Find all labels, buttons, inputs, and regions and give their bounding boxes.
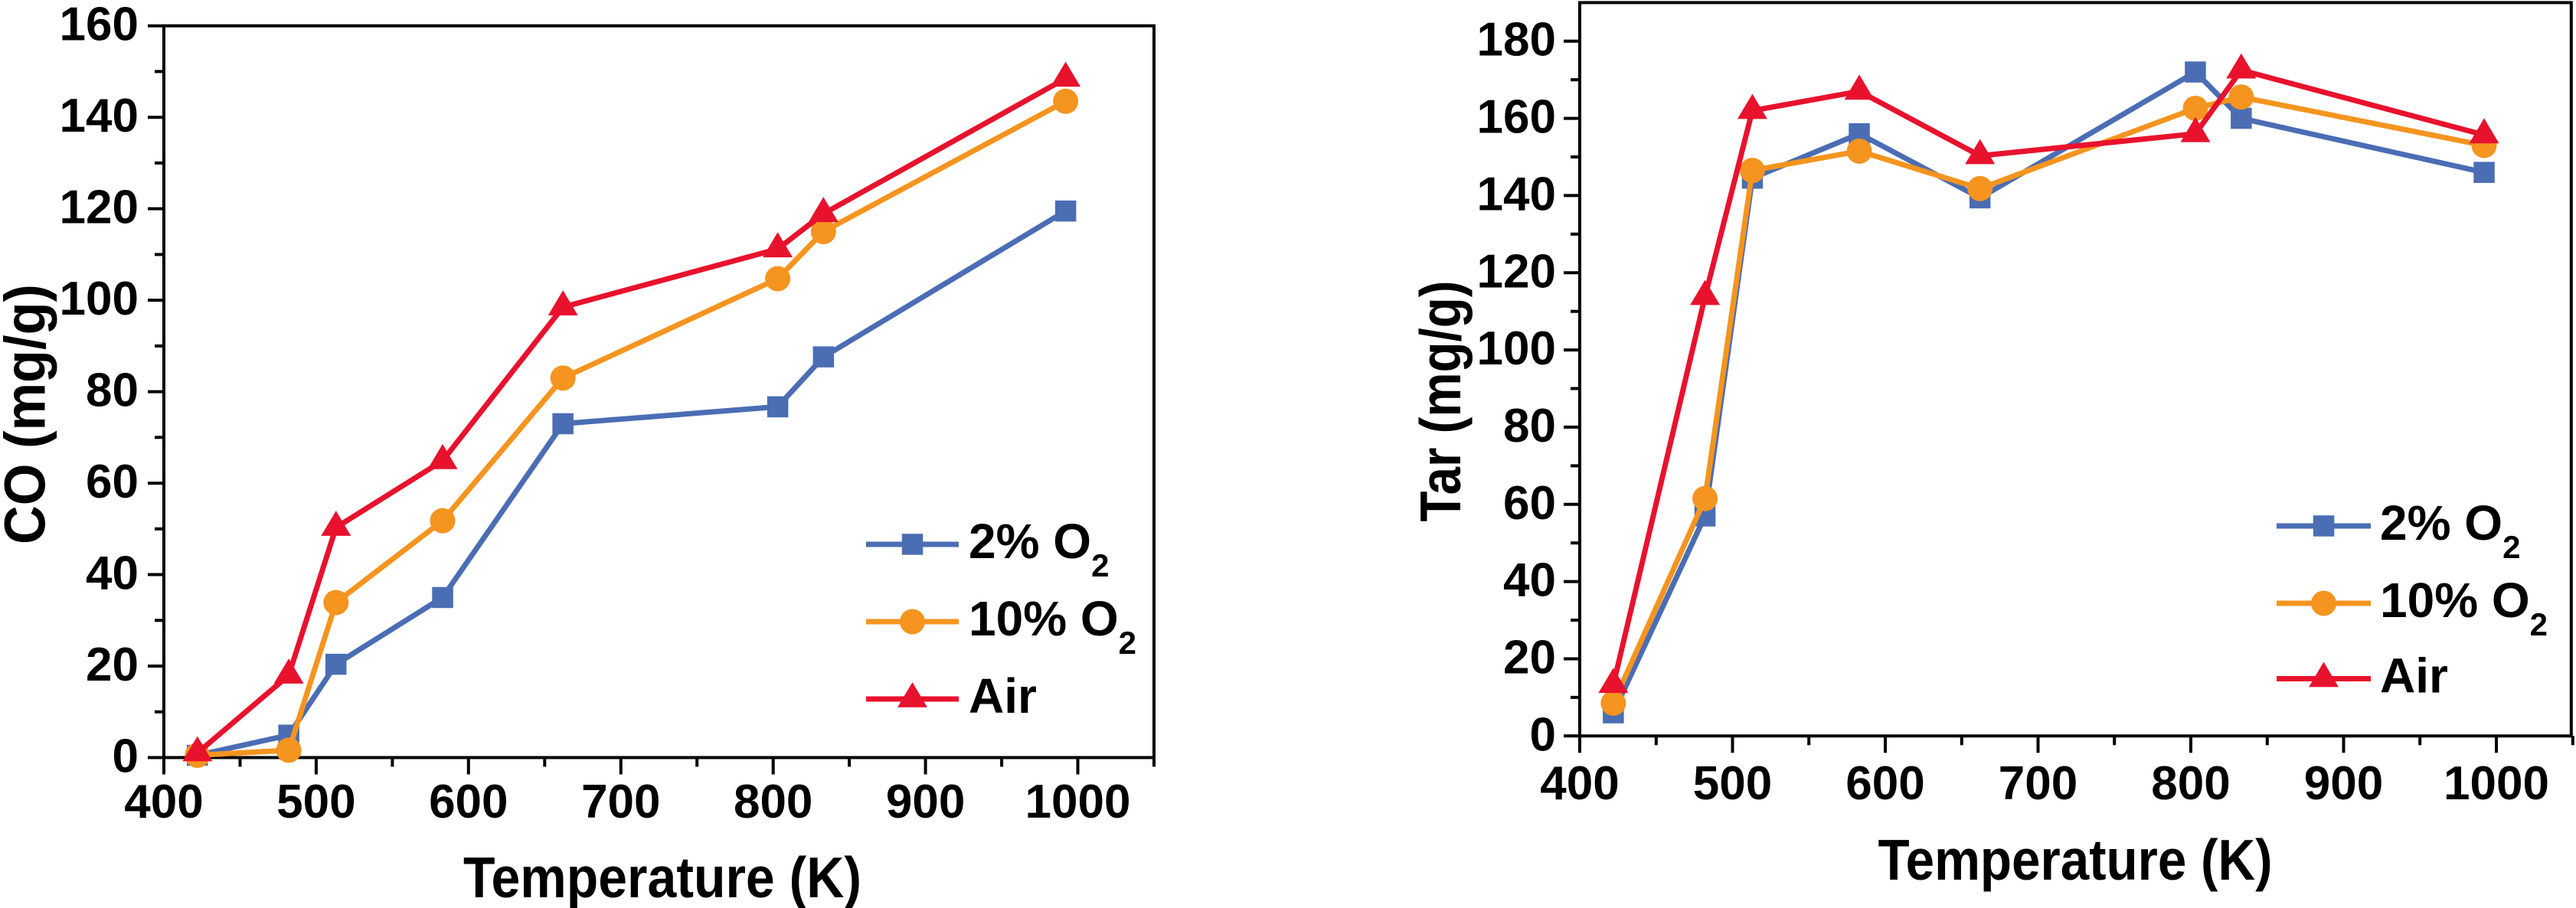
svg-text:140: 140 (60, 90, 139, 142)
svg-text:500: 500 (1693, 757, 1772, 810)
svg-text:160: 160 (60, 0, 139, 51)
svg-text:140: 140 (1477, 168, 1556, 220)
svg-text:Tar (mg/g): Tar (mg/g) (1408, 281, 1473, 522)
svg-text:0: 0 (1530, 708, 1556, 761)
svg-text:Air: Air (969, 668, 1037, 723)
svg-text:80: 80 (1503, 400, 1556, 452)
svg-text:400: 400 (1540, 757, 1619, 810)
svg-text:60: 60 (1503, 477, 1556, 530)
svg-text:20: 20 (1503, 632, 1556, 684)
svg-text:1000: 1000 (2444, 757, 2549, 810)
svg-text:600: 600 (429, 776, 508, 828)
svg-text:0: 0 (113, 730, 139, 783)
svg-text:600: 600 (1845, 757, 1924, 810)
svg-text:Temperature (K): Temperature (K) (1878, 828, 2273, 892)
svg-text:20: 20 (86, 639, 139, 691)
svg-text:60: 60 (86, 456, 139, 508)
svg-text:100: 100 (60, 273, 139, 325)
svg-text:900: 900 (886, 776, 965, 828)
svg-text:160: 160 (1477, 91, 1556, 144)
svg-text:700: 700 (1999, 757, 2077, 810)
svg-text:80: 80 (86, 364, 139, 417)
svg-text:100: 100 (1477, 322, 1556, 375)
svg-text:800: 800 (734, 776, 812, 828)
svg-text:Air: Air (2380, 648, 2448, 704)
svg-text:900: 900 (2304, 757, 2383, 810)
svg-text:500: 500 (276, 776, 355, 828)
svg-text:Temperature (K): Temperature (K) (463, 845, 861, 908)
svg-text:120: 120 (60, 181, 139, 234)
svg-text:180: 180 (1477, 14, 1556, 67)
svg-text:40: 40 (86, 547, 139, 600)
svg-text:CO (mg/g): CO (mg/g) (0, 284, 57, 544)
svg-text:400: 400 (124, 776, 203, 828)
svg-text:120: 120 (1477, 245, 1556, 298)
svg-text:700: 700 (581, 776, 660, 828)
svg-text:800: 800 (2151, 757, 2230, 810)
svg-text:1000: 1000 (1025, 776, 1131, 828)
svg-text:40: 40 (1503, 554, 1556, 607)
